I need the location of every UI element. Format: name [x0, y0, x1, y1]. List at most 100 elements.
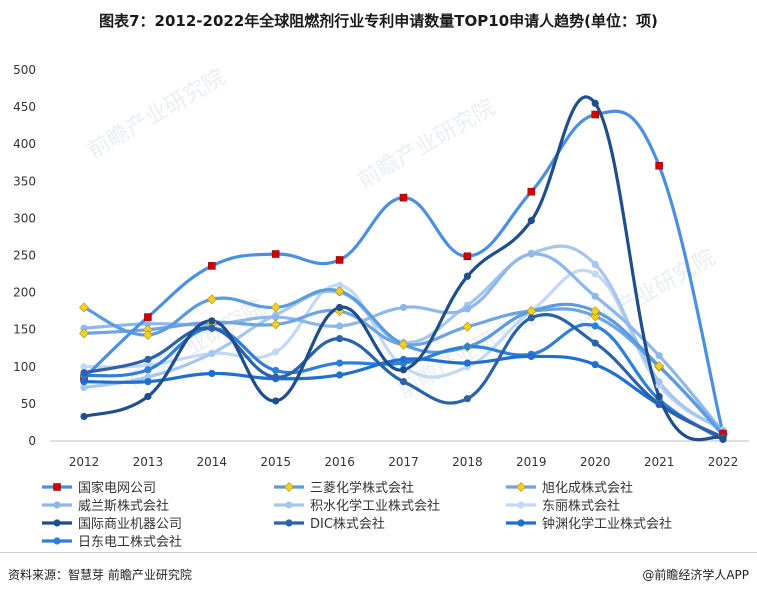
legend-swatch-marker: [284, 482, 294, 492]
data-point: [591, 260, 599, 269]
data-point: [206, 294, 217, 305]
data-point: [79, 302, 89, 313]
data-point: [272, 373, 280, 381]
data-point: [591, 339, 599, 347]
data-point: [463, 343, 471, 351]
source-note: 资料来源：智慧芽 前瞻产业研究院: [8, 568, 192, 582]
x-tick-label: 2015: [260, 455, 291, 469]
data-point: [591, 99, 599, 107]
y-tick-label: 0: [28, 434, 36, 448]
data-point: [270, 302, 281, 313]
data-point: [591, 292, 599, 300]
legend-label: 东丽株式会社: [542, 498, 620, 514]
y-tick-label: 500: [13, 63, 36, 77]
data-point: [527, 314, 535, 322]
data-point: [655, 400, 663, 408]
data-point: [591, 322, 599, 330]
data-point: [144, 378, 152, 386]
y-tick-label: 250: [13, 249, 36, 263]
x-tick-label: 2016: [324, 455, 355, 469]
x-tick-label: 2012: [69, 455, 100, 469]
y-tick-label: 50: [21, 397, 36, 411]
data-point: [336, 335, 344, 343]
data-point: [463, 252, 472, 261]
data-point: [208, 324, 216, 332]
legend-label: 日东电工株式会社: [78, 534, 182, 550]
data-point: [591, 110, 600, 119]
y-tick-label: 100: [13, 360, 36, 374]
data-point: [335, 256, 344, 264]
legend-swatch-marker: [285, 501, 293, 509]
data-point: [655, 378, 663, 386]
y-tick-label: 450: [13, 100, 36, 114]
x-tick-label: 2022: [708, 455, 739, 469]
data-point: [144, 366, 152, 374]
data-point: [272, 313, 280, 321]
data-point: [463, 305, 471, 313]
legend-label: 国家电网公司: [78, 480, 156, 496]
series-line: [82, 244, 725, 433]
data-point: [655, 352, 663, 360]
data-point: [654, 361, 665, 371]
y-tick-label: 400: [13, 137, 36, 151]
legend-label: DIC株式会社: [310, 516, 385, 532]
data-point: [336, 281, 344, 289]
data-point: [80, 378, 88, 386]
data-point: [399, 378, 408, 386]
data-point: [527, 352, 535, 361]
data-point: [591, 270, 599, 278]
data-point: [80, 369, 88, 377]
series-line: [82, 109, 725, 436]
data-point: [590, 311, 601, 322]
data-point: [719, 435, 727, 443]
data-point: [463, 395, 471, 403]
x-tick-label: 2014: [197, 455, 228, 469]
data-point: [208, 349, 216, 358]
data-point: [272, 366, 280, 375]
data-point: [80, 412, 88, 421]
legend-swatch-marker: [53, 501, 61, 509]
data-point: [208, 369, 216, 378]
data-point: [591, 360, 599, 369]
x-tick-label: 2018: [452, 455, 483, 469]
legend-swatch-marker: [516, 482, 526, 492]
data-point: [336, 371, 344, 379]
legend-swatch-marker: [517, 519, 525, 527]
brand-credit: @前瞻经济学人APP: [642, 568, 749, 582]
data-point: [462, 321, 473, 332]
data-point: [527, 187, 536, 196]
x-tick-label: 2019: [516, 455, 547, 469]
legend-swatch-marker: [53, 483, 61, 491]
data-point: [270, 319, 281, 330]
data-point: [399, 366, 408, 374]
data-point: [144, 320, 152, 328]
data-point: [590, 306, 601, 317]
data-point: [144, 313, 152, 321]
legend-swatch-marker: [53, 519, 61, 527]
legend-label: 旭化成株式会社: [542, 480, 633, 496]
data-point: [655, 392, 663, 401]
data-point: [398, 339, 409, 350]
data-point: [142, 329, 153, 340]
legend-label: 国际商业机器公司: [78, 517, 182, 532]
y-tick-label: 200: [13, 286, 36, 300]
legend-label: 威兰斯株式会社: [78, 498, 169, 514]
data-point: [655, 161, 663, 170]
legend-label: 积水化学工业株式会社: [310, 498, 440, 514]
legend-label: 钟渊化学工业株式会社: [542, 516, 672, 532]
data-point: [334, 286, 345, 297]
data-point: [271, 250, 280, 258]
data-point: [144, 392, 152, 401]
data-point: [79, 328, 89, 339]
x-tick-label: 2021: [644, 455, 675, 469]
data-point: [399, 303, 408, 312]
data-point: [80, 363, 88, 371]
data-point: [463, 359, 471, 367]
legend-swatch-marker: [53, 537, 61, 545]
x-tick-label: 2013: [133, 455, 164, 469]
data-point: [336, 322, 344, 330]
legend-swatch-marker: [285, 519, 293, 527]
data-point: [272, 397, 280, 405]
y-tick-label: 150: [13, 323, 36, 337]
x-tick-label: 2017: [388, 455, 419, 469]
